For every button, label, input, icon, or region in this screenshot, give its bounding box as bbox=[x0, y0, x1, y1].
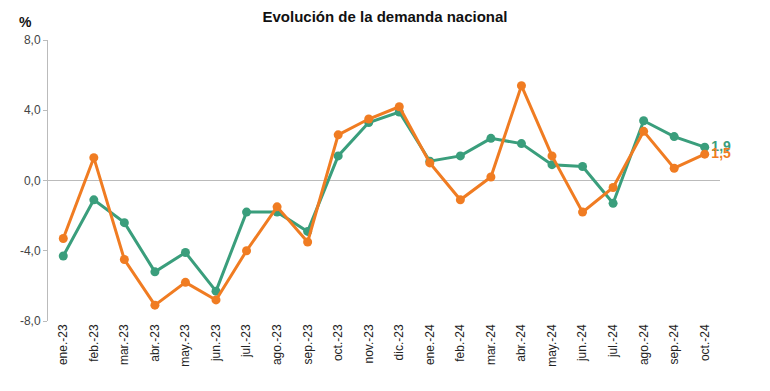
svg-text:feb.-23: feb.-23 bbox=[87, 324, 101, 362]
svg-text:may.-24: may.-24 bbox=[545, 324, 559, 367]
svg-text:oct.-24: oct.-24 bbox=[698, 324, 712, 361]
svg-text:sep.-24: sep.-24 bbox=[667, 324, 681, 364]
svg-text:mar.-23: mar.-23 bbox=[117, 324, 131, 365]
svg-text:mar.-24: mar.-24 bbox=[484, 324, 498, 365]
svg-text:8,0: 8,0 bbox=[24, 33, 41, 47]
svg-text:nov.-23: nov.-23 bbox=[362, 324, 376, 363]
svg-text:jul.-23: jul.-23 bbox=[239, 324, 253, 358]
svg-text:jun.-23: jun.-23 bbox=[209, 324, 223, 362]
svg-text:abr.-24: abr.-24 bbox=[514, 324, 528, 362]
svg-text:-8,0: -8,0 bbox=[20, 314, 41, 328]
svg-text:feb.-24: feb.-24 bbox=[453, 324, 467, 362]
svg-text:4,0: 4,0 bbox=[24, 103, 41, 117]
svg-text:oct.-23: oct.-23 bbox=[331, 324, 345, 361]
svg-text:jul.-24: jul.-24 bbox=[606, 324, 620, 358]
svg-text:jun.-24: jun.-24 bbox=[575, 324, 589, 362]
svg-text:ago.-24: ago.-24 bbox=[637, 324, 651, 365]
svg-text:ene.-23: ene.-23 bbox=[56, 324, 70, 365]
svg-text:ago.-23: ago.-23 bbox=[270, 324, 284, 365]
svg-text:0,0: 0,0 bbox=[24, 174, 41, 188]
svg-text:-4,0: -4,0 bbox=[20, 244, 41, 258]
svg-text:1,9: 1,9 bbox=[711, 138, 731, 154]
svg-text:%: % bbox=[19, 14, 32, 30]
svg-text:dic.-23: dic.-23 bbox=[392, 324, 406, 360]
svg-text:1,5: 1,5 bbox=[711, 145, 731, 161]
svg-text:Evolución de la demanda nacion: Evolución de la demanda nacional bbox=[262, 8, 507, 25]
svg-text:sep.-23: sep.-23 bbox=[301, 324, 315, 364]
svg-text:ene.-24: ene.-24 bbox=[423, 324, 437, 365]
svg-text:may.-23: may.-23 bbox=[178, 324, 192, 367]
svg-text:abr.-23: abr.-23 bbox=[148, 324, 162, 362]
